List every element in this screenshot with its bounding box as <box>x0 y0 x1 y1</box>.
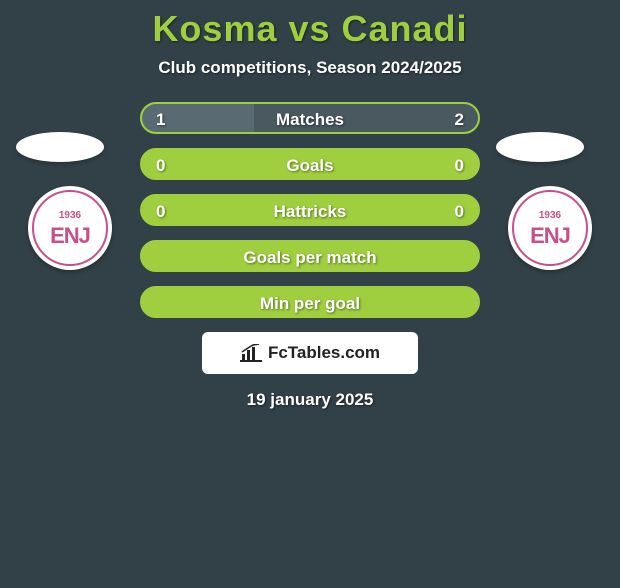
club-badge-right: 1936 ENJ <box>508 186 592 270</box>
stat-row: Goals per match <box>140 240 480 272</box>
stat-label: Matches <box>142 104 478 132</box>
chart-icon <box>240 344 262 362</box>
watermark-text: FcTables.com <box>268 343 380 363</box>
stat-label: Hattricks <box>142 196 478 224</box>
date-text: 19 january 2025 <box>0 390 620 410</box>
stat-label: Min per goal <box>142 288 478 316</box>
club-monogram-left: ENJ <box>50 225 90 247</box>
stats-container: 12Matches 00Goals 00Hattricks Goals per mat… <box>140 102 480 318</box>
stat-label: Goals <box>142 150 478 178</box>
club-badge-left: 1936 ENJ <box>28 186 112 270</box>
stat-row: 00Goals <box>140 148 480 180</box>
stat-row: Min per goal <box>140 286 480 318</box>
club-year-left: 1936 <box>59 210 81 221</box>
stat-label: Goals per match <box>142 242 478 270</box>
page-title: Kosma vs Canadi <box>0 8 620 50</box>
stat-row: 00Hattricks <box>140 194 480 226</box>
player-avatar-left <box>16 132 104 162</box>
club-monogram-right: ENJ <box>530 225 570 247</box>
player-avatar-right <box>496 132 584 162</box>
watermark: FcTables.com <box>202 332 418 374</box>
stat-row: 12Matches <box>140 102 480 134</box>
subtitle: Club competitions, Season 2024/2025 <box>0 58 620 78</box>
club-year-right: 1936 <box>539 210 561 221</box>
